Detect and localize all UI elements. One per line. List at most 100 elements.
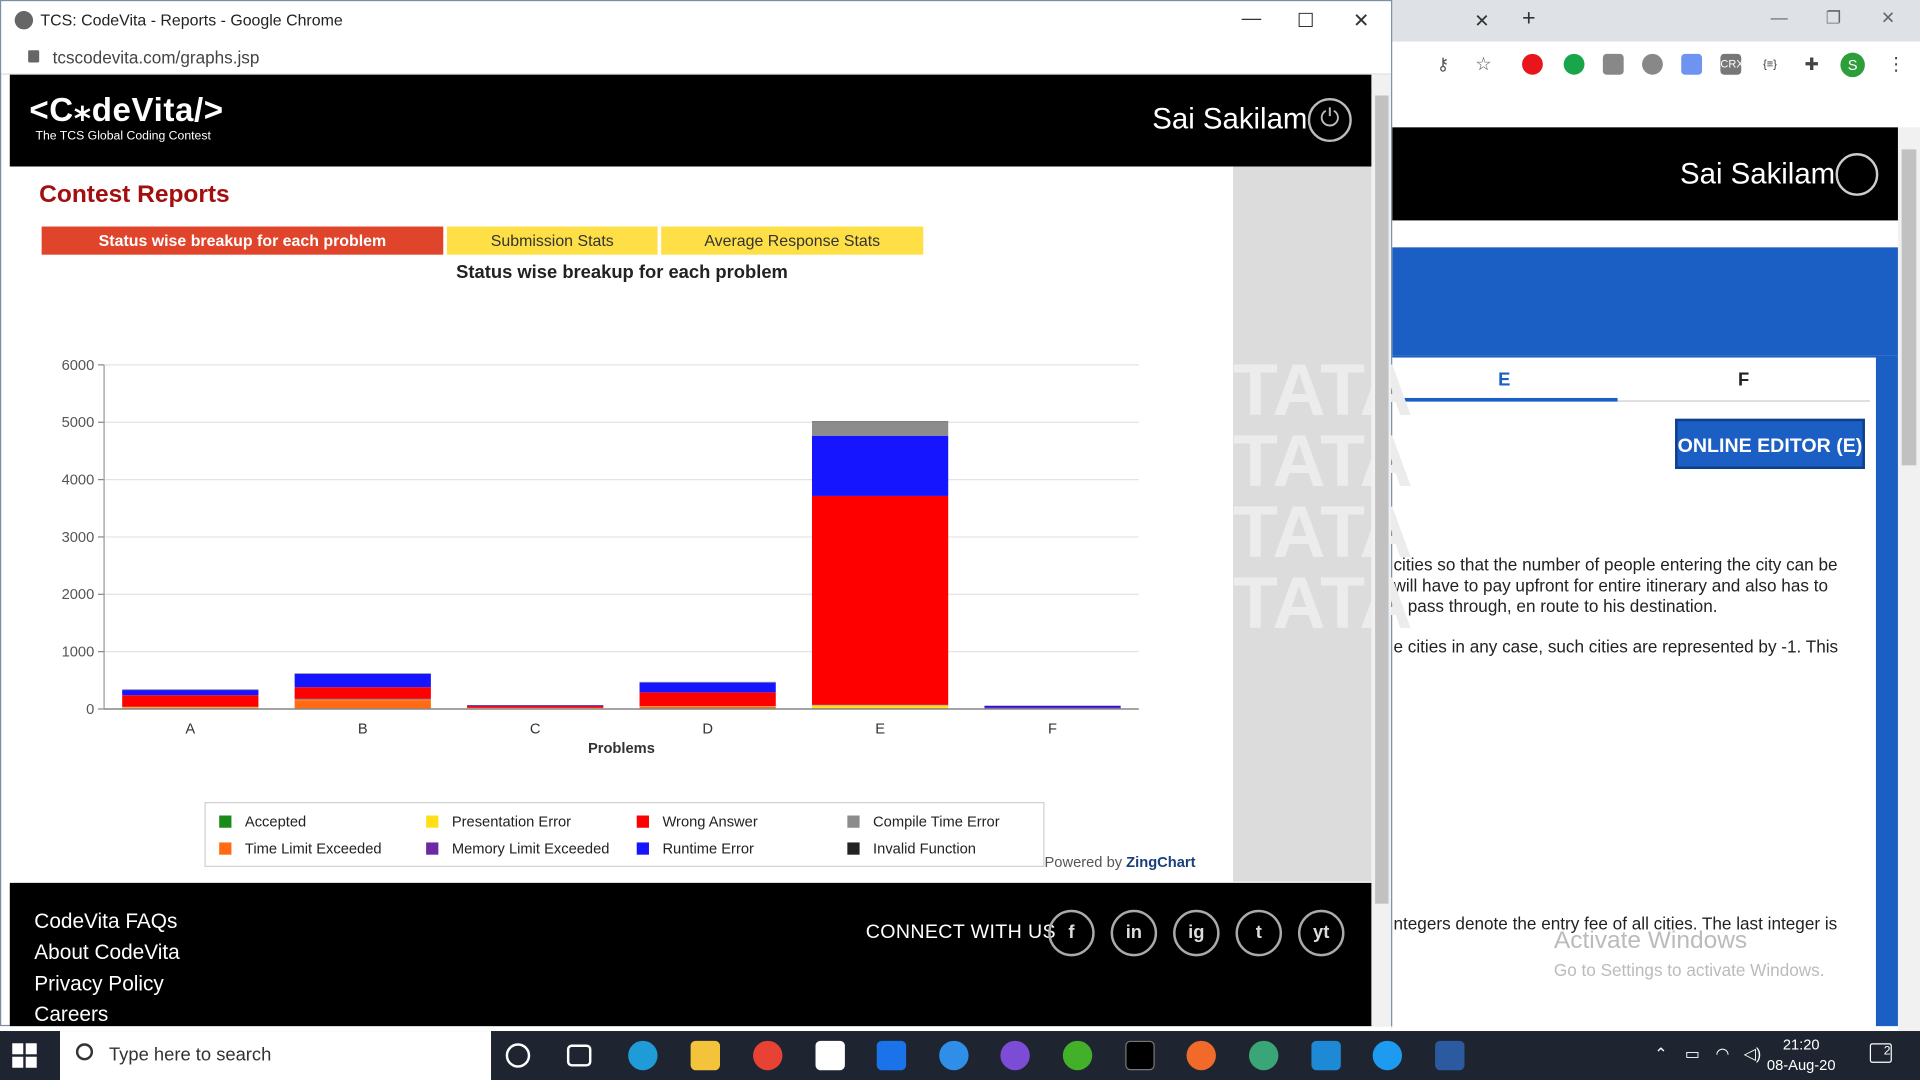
y-tick-label: 1000 [62,645,95,661]
task-view-icon[interactable] [566,1044,592,1067]
legend-item[interactable]: Presentation Error [426,813,571,830]
crx-icon[interactable]: CRX [1720,53,1744,75]
close-icon[interactable]: ✕ [1353,11,1370,32]
legend-swatch [636,815,649,828]
legend-item[interactable]: Invalid Function [847,840,976,857]
bar-segment [984,705,1121,708]
y-tick-label: 2000 [62,587,95,603]
youtube-icon[interactable]: yt [1297,909,1345,957]
chrome-icon[interactable] [753,1040,783,1071]
file-explorer-icon[interactable] [690,1040,721,1071]
problem-text-line: will have to pay upfront for entire itin… [1393,575,1829,596]
edge-icon[interactable] [628,1040,658,1071]
close-window-icon[interactable]: ✕ [1880,7,1896,27]
tab-average-response[interactable]: Average Response Stats [661,226,924,255]
footer-link-faqs[interactable]: CodeVita FAQs [34,909,178,934]
bar-segment [639,706,776,709]
legend-swatch [847,815,860,828]
minimize-icon[interactable]: — [1770,7,1788,27]
mail-icon[interactable] [876,1040,907,1071]
bar-segment [811,421,949,436]
key-icon[interactable]: ⚷ [1432,53,1454,75]
codevita-logo[interactable]: <C⁎deVita/> [29,91,224,129]
legend-item[interactable]: Compile Time Error [847,813,1000,830]
x-tick-label: B [358,721,368,737]
windows-start-icon[interactable] [12,1043,37,1068]
twitter-icon[interactable]: t [1235,909,1283,957]
background-tab-e[interactable]: E [1391,358,1618,402]
y-tick-label: 4000 [62,472,95,488]
footer-link-privacy[interactable]: Privacy Policy [34,972,164,996]
new-tab-icon[interactable]: + [1522,6,1536,32]
linkedin-icon[interactable]: in [1110,909,1158,957]
notification-icon[interactable]: 2 [1869,1043,1892,1063]
menu-icon[interactable]: ⋮ [1885,53,1907,75]
cortana-icon[interactable] [505,1043,531,1068]
legend-item[interactable]: Runtime Error [636,840,754,857]
bar-segment [467,705,604,708]
extension-cast-icon[interactable] [1602,53,1624,75]
y-tick-label: 6000 [62,358,95,374]
teamviewer-icon[interactable] [1372,1040,1403,1071]
activate-windows-title: Activate Windows [1553,926,1748,954]
minimize-icon[interactable]: — [1241,8,1262,30]
star-icon[interactable]: ☆ [1473,53,1494,75]
problem-text-line: e cities in any case, such cities are re… [1393,636,1839,657]
bar-segment [122,690,259,696]
instagram-icon[interactable]: ig [1173,909,1220,957]
bar-segment [294,698,431,700]
powered-by[interactable]: Powered by ZingChart [1044,853,1196,871]
address-bar[interactable]: tcscodevita.com/graphs.jsp [1,40,1392,75]
vscode-icon[interactable] [1311,1040,1341,1071]
legend-item[interactable]: Accepted [219,813,306,830]
tab-status-breakup[interactable]: Status wise breakup for each problem [41,226,444,255]
postman-icon[interactable] [1186,1040,1216,1071]
bar-segment [811,495,949,705]
extension-green-icon[interactable] [1563,53,1585,75]
legend-swatch [636,842,649,855]
battery-icon[interactable]: ▭ [1684,1044,1700,1063]
json-icon[interactable]: {≡} [1759,53,1781,75]
terminal-icon[interactable] [1125,1040,1155,1071]
background-tab-f[interactable]: F [1617,358,1870,402]
facebook-icon[interactable]: f [1048,909,1095,957]
store-icon[interactable] [815,1040,845,1071]
extension-blue-icon[interactable] [1681,53,1703,75]
power-icon[interactable]: ⏻ [1307,97,1352,143]
tab-submission-stats[interactable]: Submission Stats [446,226,658,255]
atom-icon[interactable] [1248,1040,1279,1071]
x-tick-label: D [702,721,713,737]
tray-chevron-icon[interactable]: ⌃ [1654,1044,1668,1063]
extension-bug-icon[interactable] [1642,53,1663,75]
footer-link-about[interactable]: About CodeVita [34,940,180,964]
y-tick-label: 0 [86,702,94,718]
maximize-icon[interactable]: ☐ [1296,11,1315,32]
taskbar-clock[interactable]: 21:20 08-Aug-20 [1763,1035,1839,1077]
background-scrollbar-thumb[interactable] [1901,149,1917,466]
devcpp-icon[interactable] [1435,1040,1465,1071]
x-tick-label: A [185,721,195,737]
sync-app-icon[interactable] [939,1040,969,1071]
close-tab-icon[interactable]: ✕ [1474,11,1490,32]
wifi-icon[interactable]: ◠ [1715,1044,1730,1063]
legend-item[interactable]: Memory Limit Exceeded [426,840,609,857]
x-tick-label: C [530,721,541,737]
footer-link-careers[interactable]: Careers [34,1002,109,1027]
legend-item[interactable]: Time Limit Exceeded [219,840,382,857]
puzzle-icon[interactable]: ✚ [1801,53,1823,75]
online-editor-button[interactable]: ONLINE EDITOR (E) [1675,418,1865,469]
bar-segment [811,704,949,706]
legend-item[interactable]: Wrong Answer [636,813,758,830]
volume-icon[interactable]: ◁) [1743,1044,1762,1063]
popup-scrollbar-thumb[interactable] [1375,95,1389,904]
restore-icon[interactable]: ❐ [1825,7,1842,27]
taskbar-search[interactable]: Type here to search [60,1031,492,1080]
bar-segment [294,673,431,688]
github-icon[interactable] [1000,1040,1030,1071]
utorrent-icon[interactable] [1062,1040,1093,1071]
profile-avatar[interactable]: S [1840,52,1865,78]
opera-icon[interactable] [1522,53,1543,75]
background-power-icon[interactable] [1835,153,1879,196]
legend-swatch [426,842,439,855]
bar-segment [122,706,259,708]
